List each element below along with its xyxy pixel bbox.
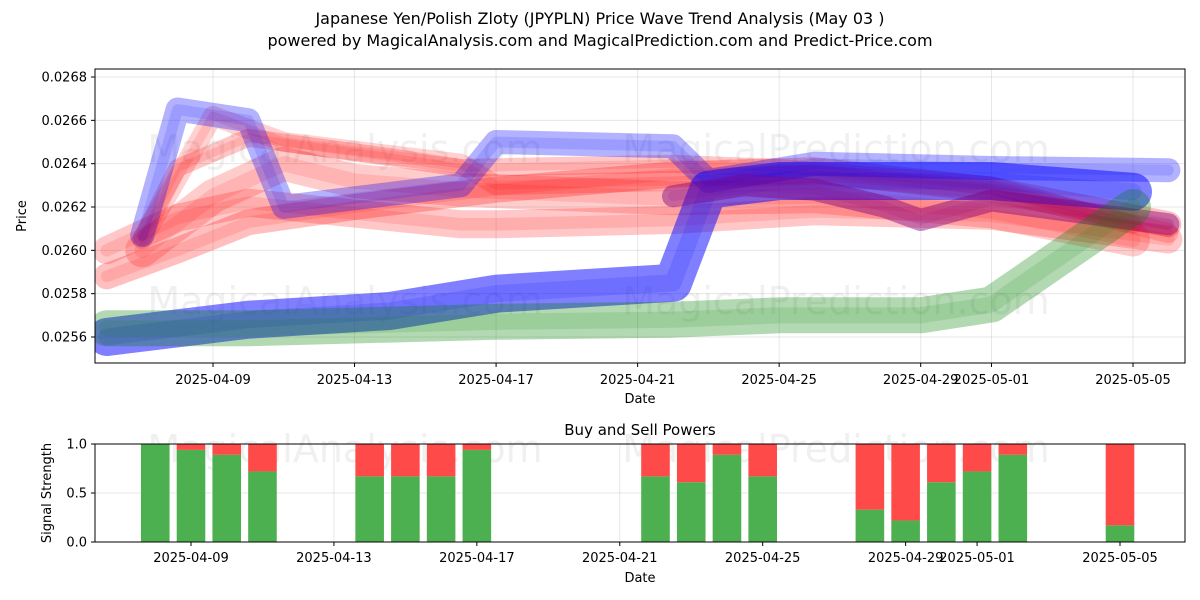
price-y-tick-label-0: 0.0256	[42, 331, 88, 346]
signal-x-tick-label-6: 2025-05-01	[939, 551, 1015, 566]
buy-bar-14	[927, 482, 956, 542]
signal-chart-title: Buy and Sell Powers	[564, 421, 716, 439]
signal-panel: Buy and Sell Powers MagicalAnalysis.com M…	[40, 421, 1186, 586]
price-x-tick-label-7: 2025-05-05	[1095, 373, 1171, 388]
buy-bar-4	[355, 476, 384, 542]
buy-bar-13	[891, 520, 920, 542]
chart-title-line2: powered by MagicalAnalysis.com and Magic…	[267, 31, 933, 50]
price-x-tick-label-6: 2025-05-01	[954, 373, 1030, 388]
price-watermark-3: MagicalPrediction.com	[622, 279, 1050, 323]
price-wave-core-7	[668, 180, 1174, 230]
price-y-tick-label-5: 0.0266	[42, 114, 88, 129]
buy-bar-3	[248, 471, 277, 542]
buy-bar-2	[212, 454, 242, 542]
price-x-tick-label-4: 2025-04-25	[741, 373, 817, 388]
price-plot-frame	[94, 68, 1186, 364]
price-x-tick-label-2: 2025-04-17	[458, 373, 534, 388]
price-wave-band-3	[125, 146, 1150, 268]
price-x-axis-label: Date	[624, 392, 655, 407]
price-series	[95, 97, 1183, 356]
signal-x-tick-label-1: 2025-04-13	[296, 551, 372, 566]
signal-bars	[140, 444, 1135, 542]
signal-x-tick-label-2: 2025-04-17	[439, 551, 515, 566]
sell-bar-16	[998, 444, 1028, 455]
signal-x-axis-label: Date	[624, 571, 655, 586]
sell-bar-3	[248, 444, 277, 472]
sell-bar-15	[962, 444, 992, 472]
price-x-tick-label-0: 2025-04-09	[175, 373, 251, 388]
price-x-tick-label-3: 2025-04-21	[600, 373, 676, 388]
buy-bar-5	[391, 476, 420, 542]
sell-bar-17	[1105, 444, 1135, 526]
buy-bar-6	[426, 476, 456, 542]
price-y-tick-label-4: 0.0264	[42, 157, 88, 172]
sell-bar-8	[641, 444, 670, 477]
buy-bar-0	[140, 444, 170, 542]
buy-bar-17	[1105, 525, 1135, 542]
signal-y-axis-label: Signal Strength	[40, 443, 55, 543]
signal-x-tick-label-7: 2025-05-05	[1082, 551, 1158, 566]
signal-y-ticks: 0.0 0.5 1.0	[66, 438, 95, 551]
sell-bar-13	[891, 444, 920, 521]
buy-bar-11	[748, 476, 777, 542]
sell-bar-11	[748, 444, 777, 477]
price-x-tick-label-1: 2025-04-13	[317, 373, 393, 388]
price-wave-core-4	[100, 196, 1175, 257]
signal-x-tick-label-3: 2025-04-21	[582, 551, 658, 566]
sell-bar-2	[212, 444, 242, 455]
price-wave-band-8	[95, 189, 1151, 347]
sell-bar-9	[676, 444, 706, 483]
buy-bar-12	[855, 509, 885, 542]
price-wave-core-6	[98, 172, 1142, 346]
sell-bar-12	[855, 444, 885, 510]
price-x-ticks: 2025-04-09 2025-04-13 2025-04-17 2025-04-21…	[175, 363, 1171, 388]
buy-bar-10	[712, 454, 742, 542]
buy-bar-8	[641, 476, 670, 542]
price-y-tick-label-6: 0.0268	[42, 71, 88, 86]
signal-x-tick-label-4: 2025-04-25	[725, 551, 801, 566]
signal-y-tick-label-1: 0.5	[66, 487, 87, 502]
price-grid	[95, 69, 1185, 363]
sell-bar-10	[712, 444, 742, 455]
signal-y-tick-label-2: 1.0	[66, 438, 87, 453]
price-wave-band-7	[662, 174, 1180, 236]
price-y-ticks: 0.0256 0.0258 0.0260 0.0262 0.0264 0.0266 0.02…	[42, 71, 95, 346]
price-y-tick-label-3: 0.0262	[42, 201, 88, 216]
signal-x-tick-label-5: 2025-04-29	[868, 551, 944, 566]
price-wave-band-6	[95, 162, 1152, 356]
price-y-axis-label: Price	[15, 200, 30, 232]
buy-bar-7	[462, 449, 492, 542]
signal-y-tick-label-0: 0.0	[66, 536, 87, 551]
price-y-tick-label-1: 0.0258	[42, 287, 88, 302]
buy-bar-15	[962, 471, 992, 542]
sell-bar-5	[391, 444, 420, 477]
price-y-tick-label-2: 0.0260	[42, 244, 88, 259]
price-watermark-0: MagicalAnalysis.com	[147, 127, 542, 171]
signal-x-ticks: 2025-04-09 2025-04-13 2025-04-17 2025-04-21…	[153, 542, 1158, 566]
price-wave-core-8	[98, 198, 1142, 337]
price-wave-band-4	[95, 188, 1183, 265]
signal-x-tick-label-0: 2025-04-09	[153, 551, 229, 566]
chart-title-line1: Japanese Yen/Polish Zloty (JPYPLN) Price…	[315, 9, 885, 28]
sell-bar-14	[927, 444, 956, 483]
sell-bar-6	[426, 444, 456, 477]
buy-bar-1	[176, 449, 206, 542]
price-x-tick-label-5: 2025-04-29	[883, 373, 959, 388]
sell-bar-1	[176, 444, 206, 450]
buy-bar-9	[676, 482, 706, 542]
price-wave-core-3	[134, 156, 1141, 258]
sell-bar-7	[462, 444, 492, 450]
sell-bar-4	[355, 444, 384, 477]
price-panel: MagicalAnalysis.com MagicalPrediction.com…	[15, 68, 1186, 407]
buy-bar-16	[998, 454, 1028, 542]
